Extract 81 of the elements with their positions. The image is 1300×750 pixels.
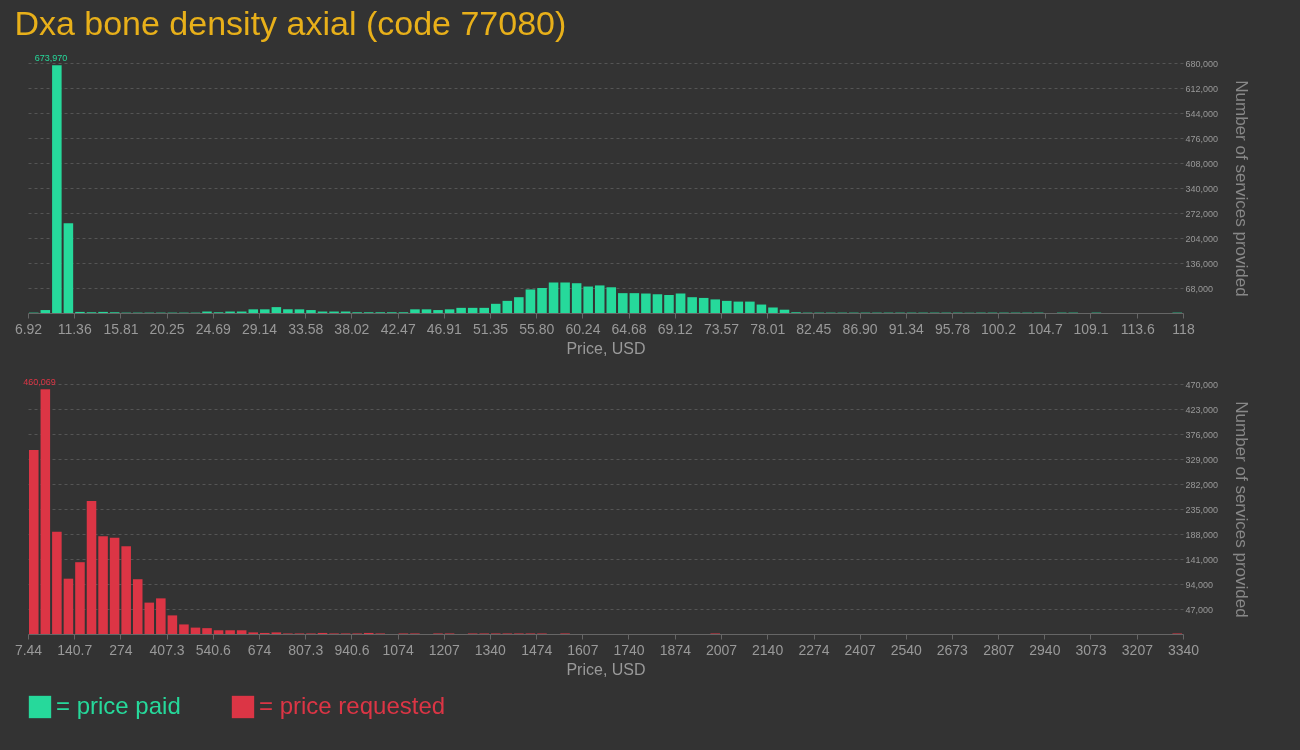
y-tick-label: 544,000 bbox=[1185, 108, 1219, 119]
x-tick-label: 2540 bbox=[890, 641, 923, 658]
x-tick-label: 118 bbox=[1172, 320, 1195, 337]
x-tick-label: 69.12 bbox=[657, 320, 693, 337]
x-tick-label: 2807 bbox=[983, 641, 1015, 658]
x-tick-label: 24.69 bbox=[195, 320, 231, 337]
x-tick-label: 3207 bbox=[1121, 641, 1154, 658]
y-tick-label: 204,000 bbox=[1185, 233, 1219, 244]
x-tick-label: 274 bbox=[109, 641, 133, 658]
x-axis-title: Price, USD bbox=[566, 339, 646, 357]
x-tick-label: 1207 bbox=[428, 641, 461, 658]
x-tick-label: 1607 bbox=[567, 641, 599, 658]
y-tick-label: 94,000 bbox=[1185, 579, 1214, 590]
x-tick-label: 104.7 bbox=[1027, 320, 1063, 337]
x-tick-label: 1740 bbox=[613, 641, 645, 658]
x-tick-label: 1874 bbox=[659, 641, 692, 658]
x-tick-label: 1340 bbox=[474, 641, 507, 658]
x-tick-label: 38.02 bbox=[334, 320, 370, 337]
y-tick-label: 47,000 bbox=[1185, 604, 1214, 615]
data-label: 673,970 bbox=[34, 53, 68, 64]
y-tick-label: 680,000 bbox=[1185, 58, 1219, 69]
y-tick-label: 340,000 bbox=[1185, 183, 1219, 194]
x-tick-label: 2673 bbox=[936, 641, 969, 658]
x-tick-label: 29.14 bbox=[242, 320, 278, 337]
x-tick-label: 11.36 bbox=[57, 320, 92, 337]
x-tick-label: 140.7 bbox=[57, 641, 93, 658]
y-tick-label: 376,000 bbox=[1185, 429, 1219, 440]
legend-label: = price requested bbox=[259, 692, 446, 719]
legend-label: = price paid bbox=[56, 692, 181, 719]
x-tick-label: 1474 bbox=[521, 641, 553, 658]
x-tick-label: 64.68 bbox=[611, 320, 647, 337]
x-tick-label: 2140 bbox=[752, 641, 784, 658]
x-tick-label: 2940 bbox=[1029, 641, 1061, 658]
x-tick-label: 42.47 bbox=[380, 320, 416, 337]
x-tick-label: 33.58 bbox=[288, 320, 324, 337]
x-tick-label: 20.25 bbox=[149, 320, 185, 337]
y-tick-label: 476,000 bbox=[1185, 133, 1219, 144]
x-tick-label: 82.45 bbox=[796, 320, 832, 337]
x-tick-label: 674 bbox=[247, 641, 272, 658]
x-tick-label: 95.78 bbox=[934, 320, 971, 337]
x-tick-label: 540.6 bbox=[195, 641, 232, 658]
y-tick-label: 282,000 bbox=[1185, 479, 1219, 490]
y-tick-label: 612,000 bbox=[1185, 83, 1219, 94]
x-tick-label: 3340 bbox=[1167, 641, 1200, 658]
x-tick-label: 109.1 bbox=[1073, 320, 1109, 337]
x-tick-label: 60.24 bbox=[565, 320, 601, 337]
y-tick-label: 329,000 bbox=[1185, 454, 1219, 465]
x-tick-label: 1074 bbox=[382, 641, 414, 658]
x-tick-label: 78.01 bbox=[750, 320, 786, 337]
x-tick-label: 807.3 bbox=[288, 641, 324, 658]
y-tick-label: 423,000 bbox=[1185, 404, 1219, 415]
x-tick-label: 100.2 bbox=[980, 320, 1017, 337]
x-tick-label: 2274 bbox=[798, 641, 830, 658]
x-tick-label: 46.91 bbox=[426, 320, 463, 337]
x-tick-label: 407.3 bbox=[149, 641, 185, 658]
y-tick-label: 68,000 bbox=[1185, 283, 1214, 294]
x-tick-label: 2007 bbox=[705, 641, 738, 658]
x-tick-label: 91.34 bbox=[888, 320, 925, 337]
x-tick-label: 113.6 bbox=[1120, 320, 1155, 337]
y-tick-label: 470,000 bbox=[1185, 379, 1219, 390]
y-axis-title: Number of services provided bbox=[1232, 80, 1252, 297]
x-tick-label: 3073 bbox=[1075, 641, 1107, 658]
chart-title: Dxa bone density axial (code 77080) bbox=[14, 4, 567, 43]
y-tick-label: 188,000 bbox=[1185, 529, 1219, 540]
x-tick-label: 940.6 bbox=[334, 641, 370, 658]
x-tick-label: 73.57 bbox=[704, 320, 740, 337]
x-tick-label: 15.81 bbox=[103, 320, 139, 337]
x-tick-label: 2407 bbox=[844, 641, 876, 658]
y-tick-label: 141,000 bbox=[1185, 554, 1219, 565]
y-tick-label: 235,000 bbox=[1185, 504, 1219, 515]
y-tick-label: 408,000 bbox=[1185, 158, 1219, 169]
data-label: 460,069 bbox=[23, 377, 56, 388]
y-axis-title: Number of services provided bbox=[1232, 401, 1252, 618]
y-tick-label: 272,000 bbox=[1185, 208, 1219, 219]
x-tick-label: 7.44 bbox=[14, 641, 43, 658]
x-tick-label: 51.35 bbox=[472, 320, 509, 337]
x-tick-label: 86.90 bbox=[842, 320, 878, 337]
x-axis-title: Price, USD bbox=[566, 660, 646, 678]
x-tick-label: 6.92 bbox=[14, 320, 43, 337]
x-tick-label: 55.80 bbox=[519, 320, 555, 337]
y-tick-label: 136,000 bbox=[1185, 258, 1219, 269]
